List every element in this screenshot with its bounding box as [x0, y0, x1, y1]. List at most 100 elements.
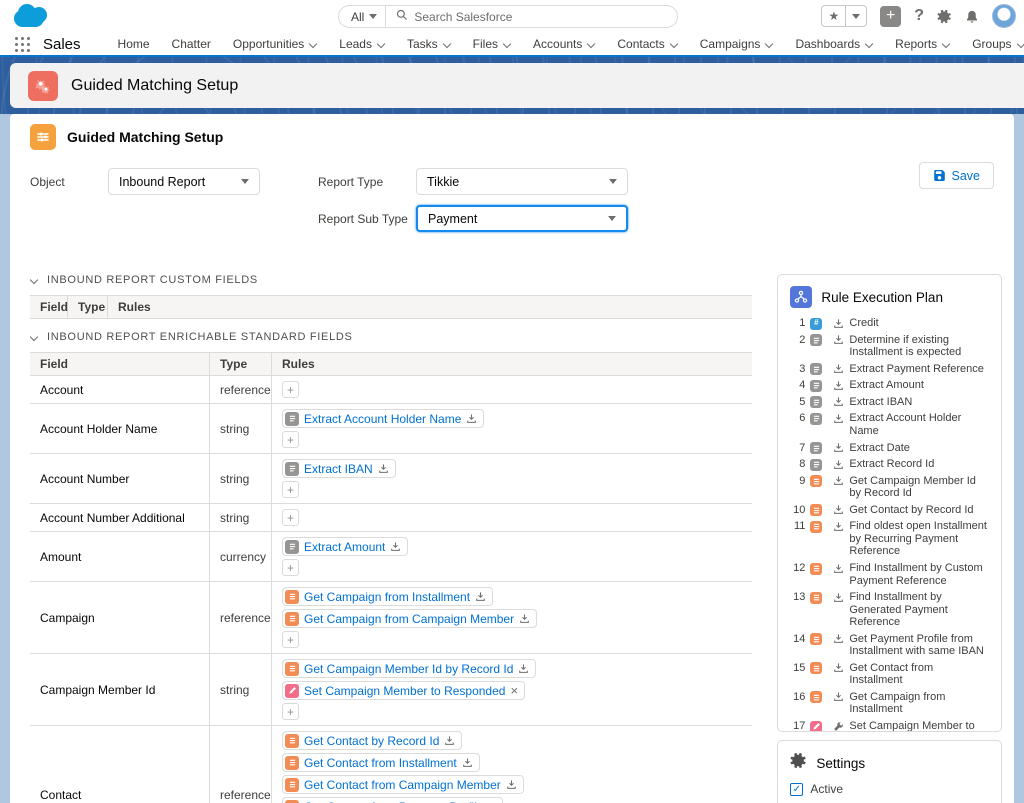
lookup-icon [810, 521, 822, 533]
test-download-icon[interactable] [830, 334, 846, 345]
add-rule-button[interactable]: + [282, 509, 299, 526]
test-download-icon[interactable] [830, 662, 846, 673]
test-download-icon[interactable] [462, 757, 473, 768]
notifications-bell-icon[interactable] [965, 9, 979, 24]
move-down-icon[interactable]: ↓ [509, 800, 515, 803]
remove-rule-icon[interactable]: × [510, 684, 518, 697]
test-download-icon[interactable] [830, 318, 846, 329]
plan-item-number: 17 [790, 720, 807, 732]
rule-link[interactable]: Get Contact from Payment Profile [304, 800, 483, 803]
test-download-icon[interactable] [444, 735, 455, 746]
test-download-icon[interactable] [830, 363, 846, 374]
rule-link[interactable]: Get Contact from Installment [304, 756, 457, 770]
lookup-icon [810, 563, 822, 575]
rule-link[interactable]: Set Campaign Member to Responded [304, 684, 505, 698]
test-download-icon[interactable] [518, 663, 529, 674]
test-download-icon[interactable] [466, 413, 477, 424]
right-panels: Rule Execution Plan 1#Credit2Determine i… [777, 264, 1002, 803]
test-download-icon[interactable] [475, 591, 486, 602]
field-type: currency [210, 532, 272, 581]
test-download-icon[interactable] [378, 463, 389, 474]
rule-chip: Get Campaign from Installment [282, 587, 493, 606]
chevron-down-icon [670, 40, 678, 48]
nav-tab-home[interactable]: Home [107, 33, 161, 55]
add-rule-button[interactable]: + [282, 703, 299, 720]
plan-item-label: Get Contact by Record Id [849, 504, 989, 517]
search-input[interactable] [408, 10, 677, 24]
section-standard-fields-toggle[interactable]: Inbound Report Enrichable Standard Field… [30, 331, 752, 343]
nav-tab-leads[interactable]: Leads [328, 33, 396, 55]
rule-link[interactable]: Get Contact by Record Id [304, 734, 439, 748]
test-download-icon[interactable] [830, 380, 846, 391]
lookup-icon [810, 475, 822, 487]
nav-tab-accounts[interactable]: Accounts [522, 33, 606, 55]
rule-link[interactable]: Extract Amount [304, 540, 385, 554]
test-download-icon[interactable] [830, 521, 846, 532]
global-actions-icon[interactable]: + [880, 6, 901, 27]
test-download-icon[interactable] [830, 413, 846, 424]
test-download-icon[interactable] [830, 592, 846, 603]
save-button[interactable]: Save [919, 162, 995, 189]
setup-gear-icon[interactable] [937, 9, 952, 24]
nav-tab-campaigns[interactable]: Campaigns [689, 33, 785, 55]
test-download-icon[interactable] [830, 459, 846, 470]
field-type: string [210, 654, 272, 725]
report-sub-type-select[interactable]: Payment [416, 205, 628, 232]
add-rule-button[interactable]: + [282, 431, 299, 448]
plan-item-number: 8 [790, 458, 807, 471]
test-download-icon[interactable] [830, 442, 846, 453]
nav-tab-chatter[interactable]: Chatter [161, 33, 222, 55]
plan-item-number: 13 [790, 591, 807, 604]
lookup-icon [285, 756, 299, 770]
rule-link[interactable]: Get Campaign from Campaign Member [304, 612, 514, 626]
app-launcher-icon[interactable] [14, 36, 31, 52]
global-search[interactable]: All [338, 5, 678, 28]
rule-link[interactable]: Extract Account Holder Name [304, 412, 461, 426]
test-download-icon[interactable] [519, 613, 530, 624]
report-type-select[interactable]: Tikkie [416, 168, 628, 195]
rule-link[interactable]: Get Campaign Member Id by Record Id [304, 662, 513, 676]
chevron-down-icon [1017, 40, 1024, 48]
object-select[interactable]: Inbound Report [108, 168, 260, 195]
rule-link[interactable]: Extract IBAN [304, 462, 373, 476]
plan-item: 10Get Contact by Record Id [790, 504, 989, 517]
test-download-icon[interactable] [830, 504, 846, 515]
test-download-icon[interactable] [830, 563, 846, 574]
active-checkbox[interactable]: ✓ [790, 783, 803, 796]
nav-tab-contacts[interactable]: Contacts [606, 33, 688, 55]
nav-tab-dashboards[interactable]: Dashboards [784, 33, 884, 55]
plan-item-number: 1 [790, 317, 807, 330]
add-rule-button[interactable]: + [282, 481, 299, 498]
wrench-icon[interactable] [830, 721, 846, 732]
search-scope-dropdown[interactable]: All [339, 6, 386, 27]
favorites-dropdown[interactable] [845, 6, 866, 26]
add-rule-button[interactable]: + [282, 381, 299, 398]
col-type: Type [210, 353, 272, 375]
nav-tab-groups[interactable]: Groups [961, 33, 1024, 55]
favorite-star-icon[interactable]: ★ [822, 6, 845, 26]
card-title: Guided Matching Setup [67, 129, 223, 145]
nav-tab-tasks[interactable]: Tasks [396, 33, 462, 55]
test-download-icon[interactable] [830, 396, 846, 407]
rule-link[interactable]: Get Campaign from Installment [304, 590, 470, 604]
field-name: Account Number Additional [30, 504, 210, 531]
plan-item: 9Get Campaign Member Id by Record Id [790, 475, 989, 500]
test-download-icon[interactable] [830, 475, 846, 486]
nav-tab-opportunities[interactable]: Opportunities [222, 33, 328, 55]
plan-item-label: Get Campaign Member Id by Record Id [849, 475, 989, 500]
test-download-icon[interactable] [830, 633, 846, 644]
test-download-icon[interactable] [390, 541, 401, 552]
test-download-icon[interactable] [506, 779, 517, 790]
nav-tab-reports[interactable]: Reports [884, 33, 961, 55]
nav-tab-files[interactable]: Files [462, 33, 522, 55]
table-row: CampaignreferenceGet Campaign from Insta… [30, 582, 752, 654]
lookup-icon [810, 592, 822, 604]
chevron-down-icon [503, 40, 511, 48]
section-custom-fields-toggle[interactable]: Inbound Report Custom Fields [30, 274, 752, 286]
help-icon[interactable]: ? [914, 7, 924, 25]
rule-link[interactable]: Get Contact from Campaign Member [304, 778, 501, 792]
user-avatar[interactable] [992, 4, 1016, 28]
test-download-icon[interactable] [830, 691, 846, 702]
add-rule-button[interactable]: + [282, 559, 299, 576]
add-rule-button[interactable]: + [282, 631, 299, 648]
